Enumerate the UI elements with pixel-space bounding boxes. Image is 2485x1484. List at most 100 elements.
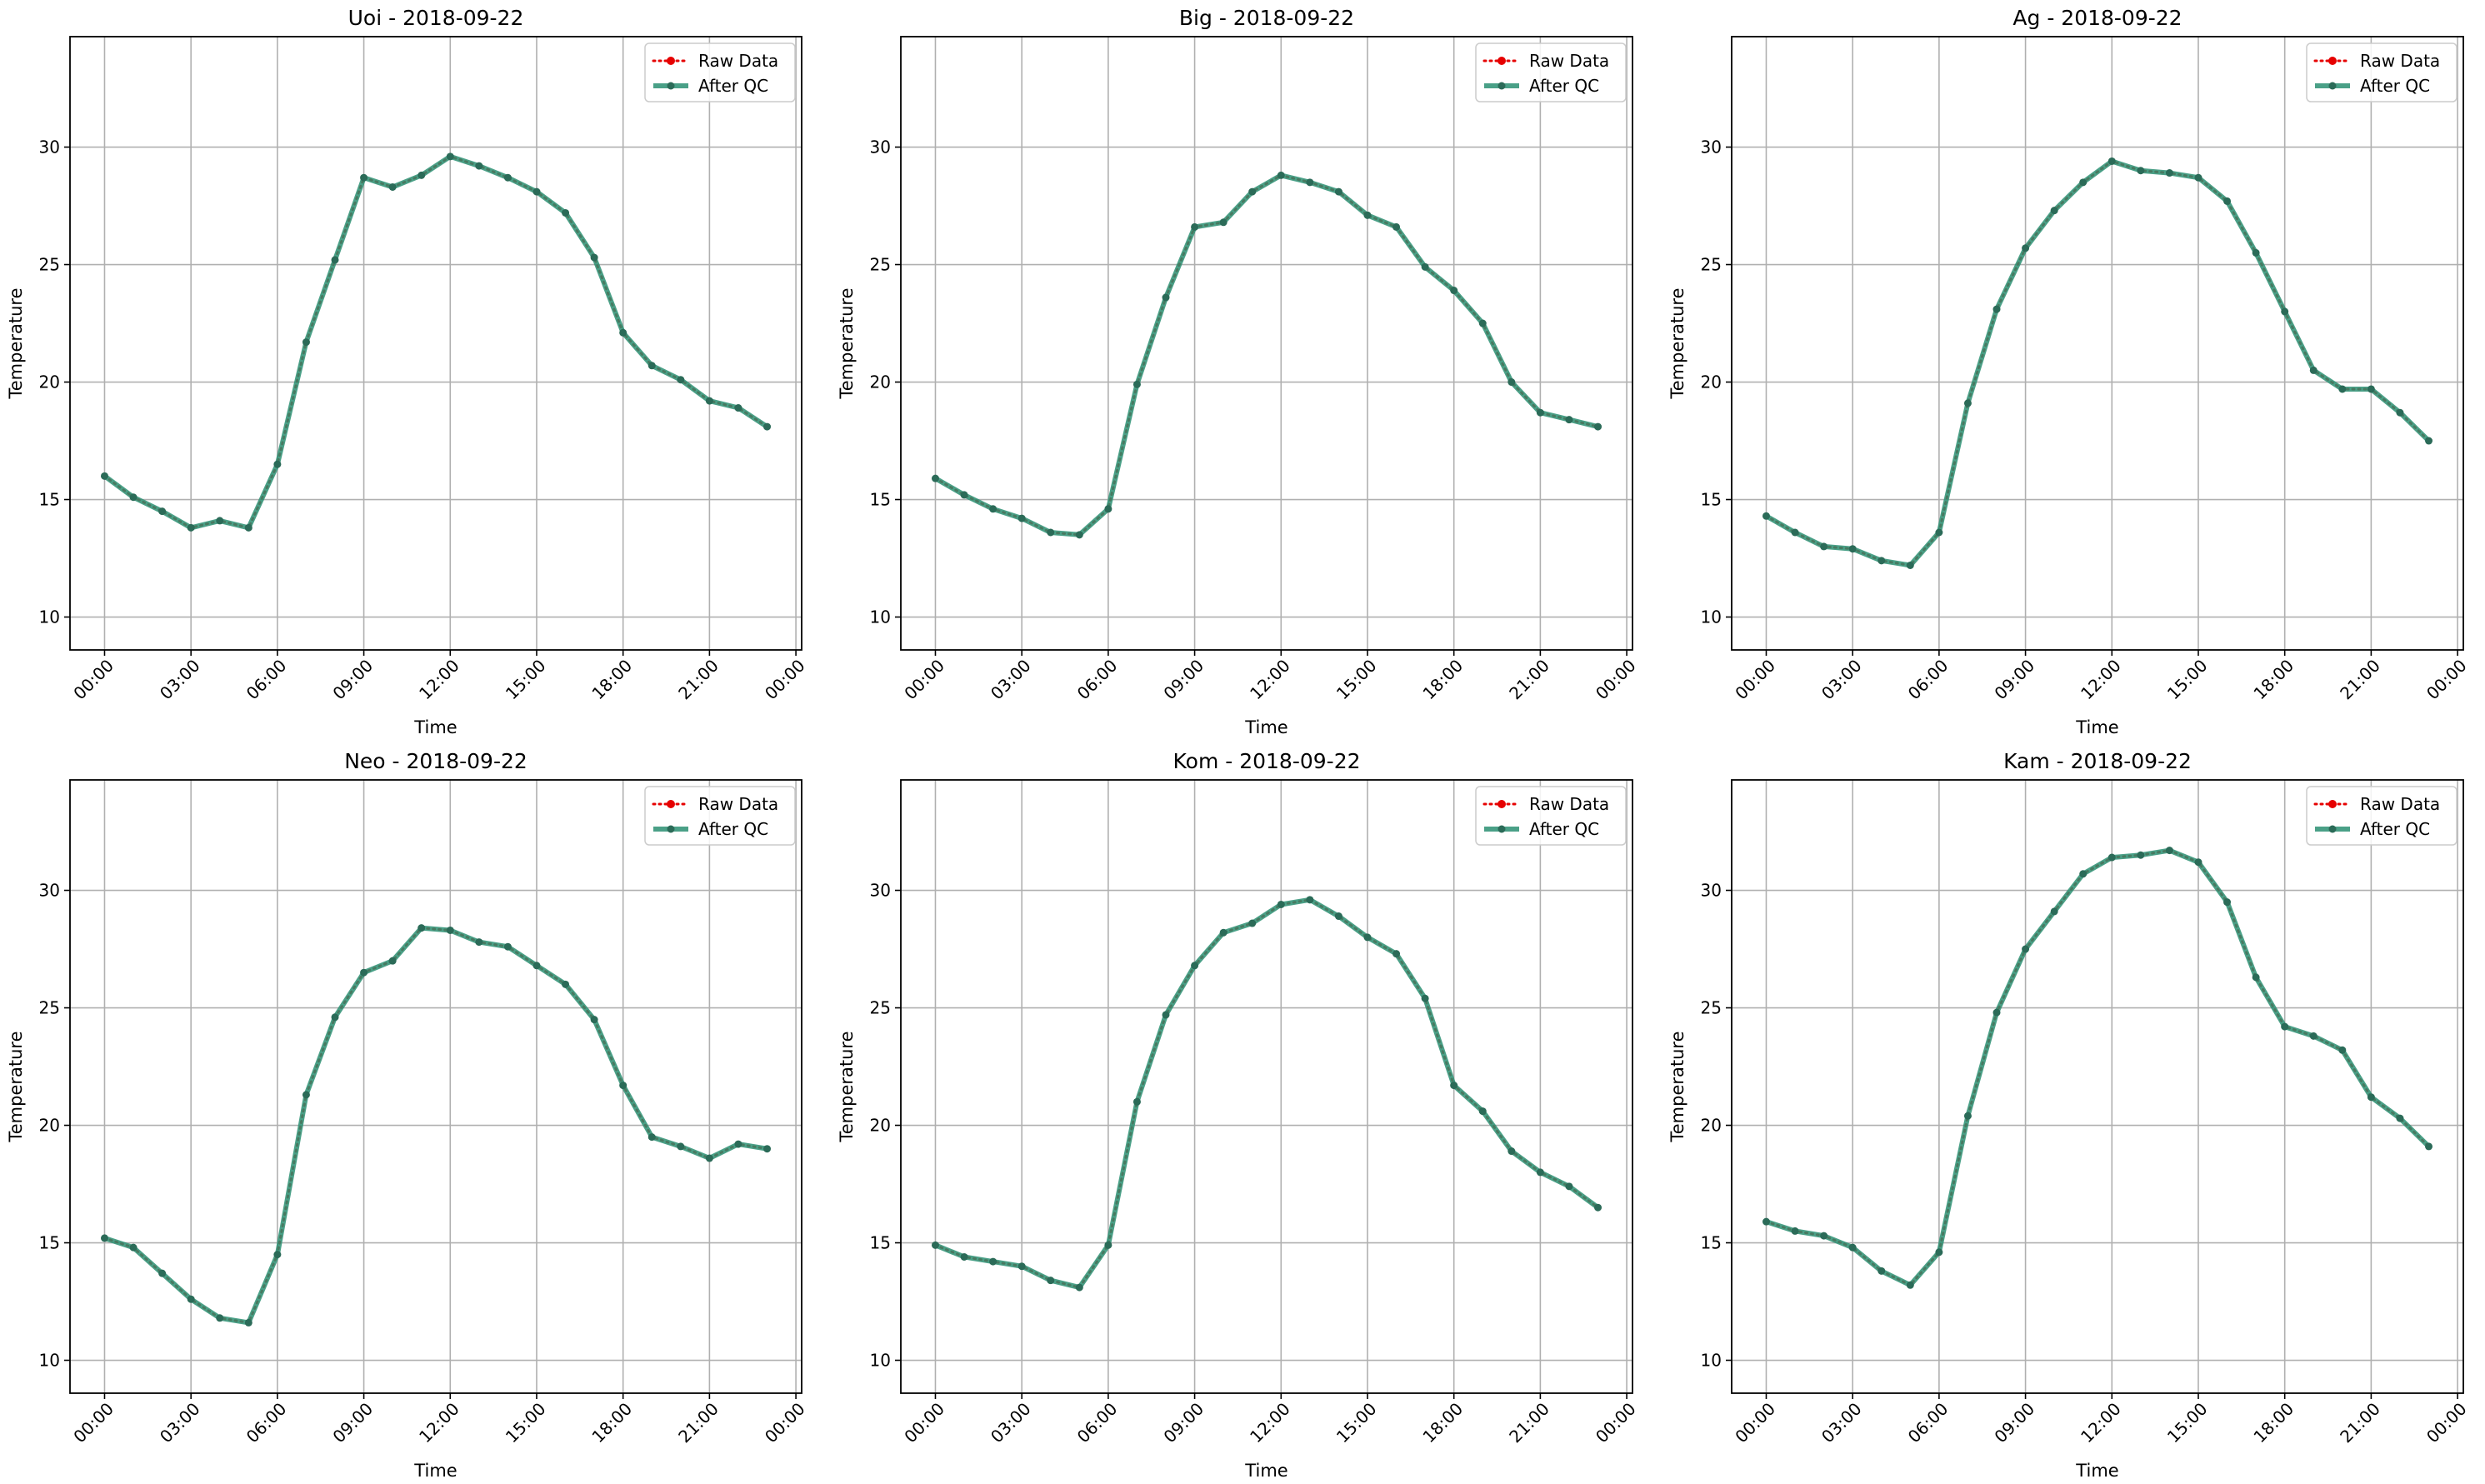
data-point-after-qc [1508,378,1516,387]
data-point-after-qc [158,1269,167,1277]
x-tick-label: 03:00 [1818,1399,1866,1447]
series-line-after-qc [934,172,1599,537]
data-point-after-qc [100,472,108,480]
data-point-after-qc [619,328,628,337]
chart-panel: 00:00 03:00 06:00 09:00 12:00 15:00 18:00 21:00… [1668,749,2471,1481]
legend: Raw Data After QC [1475,42,1627,102]
data-point-after-qc [1791,528,1799,537]
x-tick-label: 21:00 [674,1399,722,1447]
data-point-after-qc [1248,919,1257,927]
legend-label-after-qc: After QC [2360,819,2430,839]
y-axis-label: Temperature [837,287,857,399]
x-tick-label: 06:00 [1904,1399,1952,1447]
y-tick-label: 30 [39,881,60,901]
legend: Raw Data After QC [2306,42,2458,102]
data-point-after-qc [2367,1093,2375,1102]
series-line-after-qc [934,897,1600,1291]
data-point-after-qc [734,404,742,412]
chart-panel: 00:00 03:00 06:00 09:00 12:00 15:00 18:00 21:00… [837,6,1640,737]
data-point-after-qc [677,1142,685,1151]
y-tick-label: 10 [1701,607,1722,627]
x-tick-label: 06:00 [1073,1399,1122,1447]
data-point-after-qc [1132,1097,1141,1106]
data-point-after-qc [1306,896,1314,904]
data-point-after-qc [677,376,685,384]
chart-title: Kam - 2018-09-22 [2003,749,2192,773]
y-tick-label: 30 [39,137,60,157]
data-point-after-qc [503,173,512,182]
legend-label-after-qc: After QC [698,76,768,96]
x-tick-label: 12:00 [415,656,463,704]
y-tick-label: 15 [870,490,891,510]
series-line-after-qc [1765,158,2431,568]
y-tick-label: 30 [870,881,891,901]
data-point-after-qc [418,924,426,932]
x-tick-label: 00:00 [761,656,809,704]
data-point-after-qc [475,162,483,170]
x-axis-label: Time [1244,1461,1288,1481]
data-point-after-qc [2338,1046,2347,1054]
data-point-after-qc [931,474,939,482]
data-point-after-qc [1334,187,1342,196]
y-axis-label: Temperature [6,287,26,399]
data-point-after-qc [734,1140,742,1148]
data-point-after-qc [2022,945,2030,953]
data-point-after-qc [388,182,397,191]
data-point-after-qc [532,187,541,196]
data-point-after-qc [931,1241,939,1249]
data-point-after-qc [244,523,252,532]
data-point-after-qc [216,1314,224,1322]
data-point-after-qc [1565,1182,1573,1191]
y-tick-label: 20 [39,1116,60,1136]
x-tick-label: 21:00 [2336,1399,2384,1447]
data-point-after-qc [1277,171,1285,179]
chart-panel: 00:00 03:00 06:00 09:00 12:00 15:00 18:00 21:00… [837,749,1640,1481]
data-point-after-qc [1848,545,1857,553]
legend-marker-raw [1498,57,1506,65]
data-point-after-qc [2050,907,2058,916]
chart-panel: 00:00 03:00 06:00 09:00 12:00 15:00 18:00 21:00… [1668,6,2471,737]
legend-marker-after-qc [1498,82,1506,90]
series-line-after-qc [1765,847,2431,1288]
x-tick-label: 00:00 [69,656,118,704]
data-point-after-qc [1248,187,1257,196]
data-point-after-qc [2165,847,2173,855]
legend: Raw Data After QC [1475,786,1627,846]
x-tick-label: 00:00 [2422,656,2471,704]
axes-frame [69,779,802,1394]
data-point-after-qc [1791,1227,1799,1235]
data-point-after-qc [2425,1142,2433,1151]
x-tick-label: 00:00 [69,1399,118,1447]
data-point-after-qc [1018,1262,1026,1271]
y-tick-label: 10 [870,1351,891,1371]
data-point-after-qc [446,926,454,934]
data-point-after-qc [1536,1168,1544,1177]
y-tick-label: 10 [1701,1351,1722,1371]
data-point-after-qc [1992,305,2001,313]
x-tick-label: 00:00 [1731,1399,1779,1447]
y-axis-label: Temperature [6,1031,26,1142]
x-tick-label: 00:00 [761,1399,809,1447]
axes-frame [900,779,1633,1394]
x-tick-label: 03:00 [987,1399,1035,1447]
legend-marker-after-qc [1498,825,1506,833]
data-point-after-qc [388,957,397,965]
legend-label-after-qc: After QC [698,819,768,839]
legend-marker-after-qc [667,825,675,833]
x-tick-label: 15:00 [502,656,550,704]
data-point-after-qc [1018,514,1026,522]
legend-label-raw: Raw Data [698,794,778,814]
y-tick-label: 10 [39,1351,60,1371]
data-point-after-qc [1162,1011,1170,1019]
data-point-after-qc [244,1318,252,1327]
x-tick-label: 00:00 [2422,1399,2471,1447]
data-point-after-qc [590,253,598,262]
data-point-after-qc [100,1234,108,1242]
data-point-after-qc [1848,1243,1857,1252]
y-axis-label: Temperature [837,1031,857,1142]
data-point-after-qc [2281,307,2289,316]
data-point-after-qc [2108,157,2116,165]
data-point-after-qc [989,505,998,513]
y-tick-label: 15 [39,490,60,510]
data-point-after-qc [619,1082,628,1090]
